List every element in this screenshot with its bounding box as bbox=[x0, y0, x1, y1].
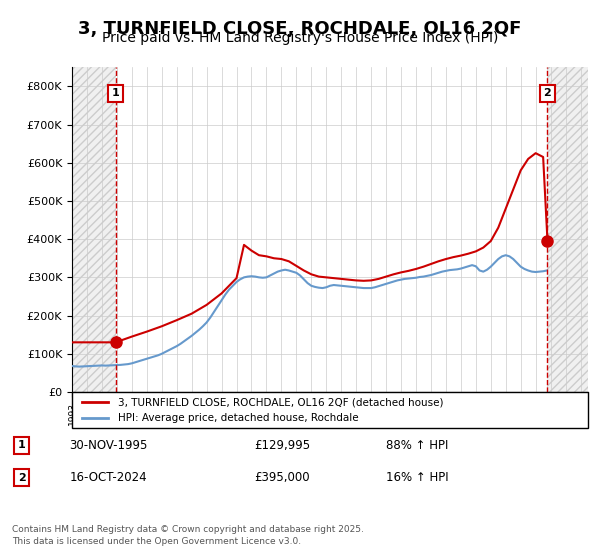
Text: 3, TURNFIELD CLOSE, ROCHDALE, OL16 2QF (detached house): 3, TURNFIELD CLOSE, ROCHDALE, OL16 2QF (… bbox=[118, 397, 444, 407]
Text: 1: 1 bbox=[112, 88, 119, 98]
Text: 30-NOV-1995: 30-NOV-1995 bbox=[70, 439, 148, 452]
Text: HPI: Average price, detached house, Rochdale: HPI: Average price, detached house, Roch… bbox=[118, 413, 359, 423]
Text: 88% ↑ HPI: 88% ↑ HPI bbox=[386, 439, 449, 452]
Bar bbox=[116, 67, 547, 392]
Text: 2: 2 bbox=[18, 473, 26, 483]
Text: Contains HM Land Registry data © Crown copyright and database right 2025.
This d: Contains HM Land Registry data © Crown c… bbox=[12, 525, 364, 546]
Text: £395,000: £395,000 bbox=[254, 471, 310, 484]
Text: 16-OCT-2024: 16-OCT-2024 bbox=[70, 471, 147, 484]
Text: Price paid vs. HM Land Registry's House Price Index (HPI): Price paid vs. HM Land Registry's House … bbox=[102, 31, 498, 45]
Text: 1: 1 bbox=[18, 440, 26, 450]
Text: 3, TURNFIELD CLOSE, ROCHDALE, OL16 2QF: 3, TURNFIELD CLOSE, ROCHDALE, OL16 2QF bbox=[79, 20, 521, 38]
FancyBboxPatch shape bbox=[72, 392, 588, 428]
Text: £129,995: £129,995 bbox=[254, 439, 310, 452]
Text: 2: 2 bbox=[544, 88, 551, 98]
Text: 16% ↑ HPI: 16% ↑ HPI bbox=[386, 471, 449, 484]
